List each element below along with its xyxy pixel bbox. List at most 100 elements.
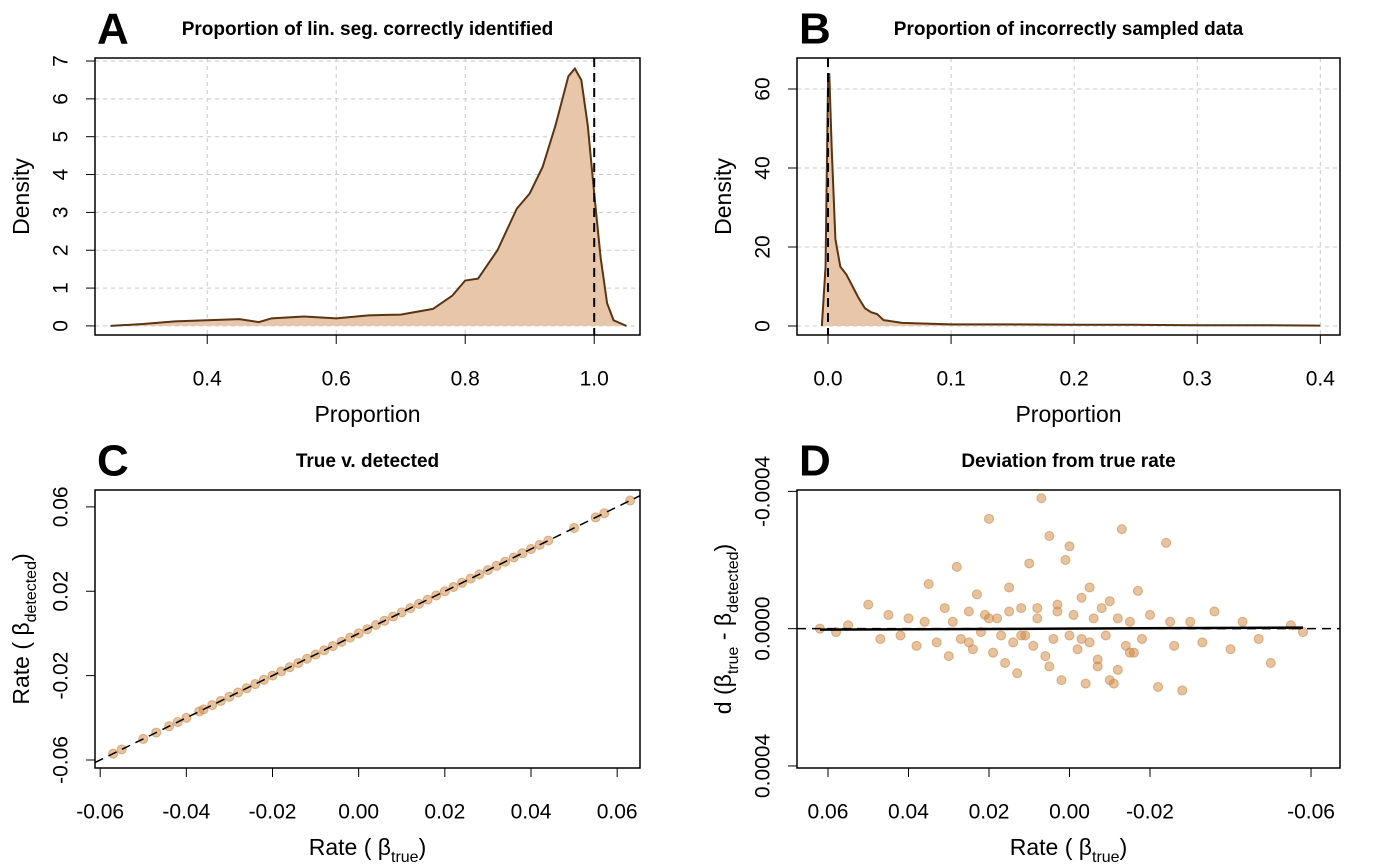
y-tick-label: -0.0004 — [752, 455, 775, 527]
x-tick-label: -0.02 — [1126, 801, 1174, 824]
x-tick-label: 0.04 — [888, 801, 929, 824]
point — [1100, 630, 1111, 641]
point — [1225, 644, 1236, 655]
x-tick-label: 0.04 — [511, 801, 552, 824]
point — [875, 633, 886, 644]
plot-area — [797, 493, 1340, 696]
point — [1092, 654, 1103, 665]
x-tick-label: 0.4 — [193, 368, 223, 391]
y-tick-label: 3 — [50, 207, 73, 219]
point — [1185, 616, 1196, 627]
y-tick-label: -0.02 — [50, 652, 73, 700]
y-tick-label: 1 — [50, 282, 73, 294]
point — [1080, 678, 1091, 689]
point — [1004, 582, 1015, 593]
point — [543, 535, 554, 546]
point — [327, 641, 338, 652]
point — [439, 586, 450, 597]
point — [396, 607, 407, 618]
point — [1016, 630, 1027, 641]
point — [1197, 637, 1208, 648]
point — [1064, 630, 1075, 641]
x-axis-label-part: true — [1092, 849, 1120, 865]
point — [1076, 633, 1087, 644]
y-tick-label: 2 — [50, 244, 73, 256]
point — [1112, 613, 1123, 624]
point — [1145, 609, 1156, 620]
x-axis-label: Proportion — [1015, 401, 1121, 427]
x-tick-label: 0.4 — [1306, 368, 1336, 391]
y-tick-label: 40 — [752, 156, 775, 179]
y-axis-label-part: detected — [725, 551, 742, 612]
x-axis-label-part: Rate ( β — [309, 834, 391, 860]
y-axis-label-part: ) — [710, 544, 736, 552]
point — [1044, 661, 1055, 672]
fit-line — [819, 626, 1303, 631]
point — [1132, 585, 1143, 596]
point — [1004, 606, 1015, 617]
point — [971, 589, 982, 600]
point — [1177, 685, 1188, 696]
point — [863, 599, 874, 610]
point — [224, 691, 235, 702]
point — [951, 561, 962, 572]
plot-area — [95, 495, 640, 764]
y-tick-label: 4 — [50, 168, 73, 180]
point — [276, 666, 287, 677]
y-axis-label-part: true — [725, 646, 742, 674]
y-axis-label-part: - β — [710, 613, 736, 647]
x-tick-label: 0.00 — [1049, 801, 1090, 824]
panel-title: Deviation from true rate — [961, 451, 1175, 472]
y-tick-label: 0.0000 — [752, 597, 775, 661]
x-axis-label-part: Proportion — [314, 401, 420, 427]
y-tick-label: 0 — [50, 320, 73, 332]
y-axis-label-part: Density — [710, 158, 736, 235]
point — [1161, 537, 1172, 548]
x-axis-label-part: ) — [1120, 834, 1128, 860]
point — [943, 651, 954, 662]
panel-letter: C — [97, 437, 129, 486]
point — [1060, 555, 1071, 566]
point — [1052, 599, 1063, 610]
y-axis-label-part: Density — [8, 158, 34, 235]
x-tick-label: 0.00 — [338, 801, 379, 824]
point — [1153, 682, 1164, 693]
y-axis-label-part: d (β — [710, 674, 736, 714]
x-tick-label: 0.2 — [1060, 368, 1089, 391]
point — [1072, 644, 1083, 655]
density-fill — [821, 73, 1321, 326]
y-axis-label: Density — [710, 158, 736, 235]
y-axis-label: Density — [8, 158, 34, 235]
point — [1124, 616, 1135, 627]
point — [1056, 675, 1067, 686]
point — [984, 513, 995, 524]
density-line — [820, 73, 1321, 327]
point — [116, 744, 127, 755]
point — [345, 632, 356, 643]
y-tick-label: 7 — [50, 55, 73, 67]
point — [250, 679, 261, 690]
point — [883, 609, 894, 620]
point — [903, 613, 914, 624]
point — [599, 508, 610, 519]
x-tick-label: 0.02 — [424, 801, 465, 824]
point — [947, 616, 958, 627]
x-tick-label: 0.02 — [969, 801, 1010, 824]
point — [422, 594, 433, 605]
point — [1124, 647, 1135, 658]
point — [1253, 633, 1264, 644]
y-tick-label: 0 — [752, 320, 775, 332]
panel-title: Proportion of incorrectly sampled data — [894, 19, 1244, 40]
identity-line — [95, 495, 640, 764]
point — [448, 582, 459, 593]
point — [895, 630, 906, 641]
plot-box — [796, 489, 1341, 769]
x-tick-label: -0.06 — [76, 801, 124, 824]
plot-box — [94, 489, 641, 769]
point — [1068, 609, 1079, 620]
point — [181, 712, 192, 723]
point — [517, 548, 528, 559]
x-tick-label: -0.06 — [1287, 801, 1335, 824]
plot-area — [110, 58, 627, 335]
point — [1040, 651, 1051, 662]
